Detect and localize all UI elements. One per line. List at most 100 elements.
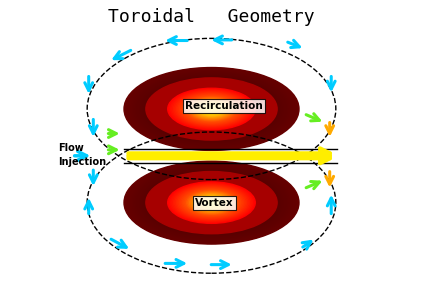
Ellipse shape [169,89,254,129]
Ellipse shape [152,81,271,137]
Ellipse shape [175,92,248,126]
Ellipse shape [173,91,250,127]
Ellipse shape [185,190,238,215]
Ellipse shape [187,191,236,214]
Ellipse shape [133,72,290,146]
Ellipse shape [178,187,245,219]
Ellipse shape [163,180,260,225]
Ellipse shape [184,96,239,122]
Ellipse shape [192,100,231,118]
Ellipse shape [87,38,336,180]
Ellipse shape [179,187,244,218]
Ellipse shape [136,167,287,239]
Text: Vortex: Vortex [195,198,234,208]
Ellipse shape [207,200,216,205]
Ellipse shape [203,105,220,113]
Ellipse shape [127,162,296,243]
Ellipse shape [160,178,263,227]
Ellipse shape [197,102,226,116]
Text: Toroidal   Geometry: Toroidal Geometry [108,8,315,26]
Ellipse shape [142,76,281,142]
Ellipse shape [142,169,281,236]
Ellipse shape [195,101,228,117]
Ellipse shape [166,181,257,224]
Ellipse shape [188,192,235,214]
Ellipse shape [204,106,219,112]
Ellipse shape [126,68,297,150]
Ellipse shape [153,175,270,230]
Ellipse shape [166,87,257,130]
Ellipse shape [194,101,229,117]
Ellipse shape [165,181,258,225]
Ellipse shape [127,69,296,149]
Ellipse shape [204,199,219,206]
Ellipse shape [144,171,279,235]
Ellipse shape [172,90,251,128]
Ellipse shape [201,198,222,208]
Ellipse shape [169,183,254,223]
Ellipse shape [168,88,255,130]
Ellipse shape [201,104,222,114]
Text: Injection: Injection [58,157,106,167]
Ellipse shape [190,99,233,119]
Ellipse shape [182,189,241,216]
Ellipse shape [150,80,273,138]
Ellipse shape [165,87,258,131]
Ellipse shape [146,172,277,234]
Ellipse shape [194,194,229,211]
Ellipse shape [155,82,268,136]
Ellipse shape [160,85,263,133]
Ellipse shape [210,202,213,203]
Ellipse shape [149,79,274,139]
Ellipse shape [140,169,283,236]
Ellipse shape [130,70,293,148]
Ellipse shape [156,83,267,135]
Ellipse shape [179,94,244,124]
Ellipse shape [130,164,293,241]
Ellipse shape [136,73,287,145]
Ellipse shape [197,196,226,209]
Ellipse shape [133,165,290,240]
Ellipse shape [144,77,279,141]
Ellipse shape [134,166,289,239]
Ellipse shape [152,174,271,231]
Ellipse shape [155,176,268,230]
Ellipse shape [131,71,292,147]
Ellipse shape [206,106,217,112]
Ellipse shape [156,176,267,229]
Ellipse shape [149,173,274,232]
Ellipse shape [147,79,276,139]
Ellipse shape [176,186,247,219]
Ellipse shape [176,92,247,126]
Ellipse shape [143,76,280,142]
Ellipse shape [143,170,280,235]
Ellipse shape [209,201,214,204]
Ellipse shape [162,85,261,132]
Ellipse shape [170,90,253,128]
Ellipse shape [163,86,260,132]
Ellipse shape [172,184,251,221]
Ellipse shape [128,163,295,242]
Ellipse shape [126,162,297,243]
Ellipse shape [150,173,273,231]
Ellipse shape [162,179,261,226]
Ellipse shape [173,185,250,220]
Ellipse shape [185,96,238,121]
Ellipse shape [198,103,225,115]
Ellipse shape [203,198,220,207]
Ellipse shape [181,188,242,217]
Ellipse shape [124,161,299,244]
Ellipse shape [147,172,276,233]
Ellipse shape [153,81,270,137]
Ellipse shape [139,74,284,143]
Ellipse shape [157,84,266,134]
Ellipse shape [209,107,214,110]
Ellipse shape [178,93,245,125]
Ellipse shape [159,178,264,227]
Ellipse shape [139,168,284,237]
Ellipse shape [131,165,292,241]
Ellipse shape [200,103,223,115]
Ellipse shape [206,200,217,205]
Ellipse shape [182,95,241,123]
Ellipse shape [207,107,216,111]
